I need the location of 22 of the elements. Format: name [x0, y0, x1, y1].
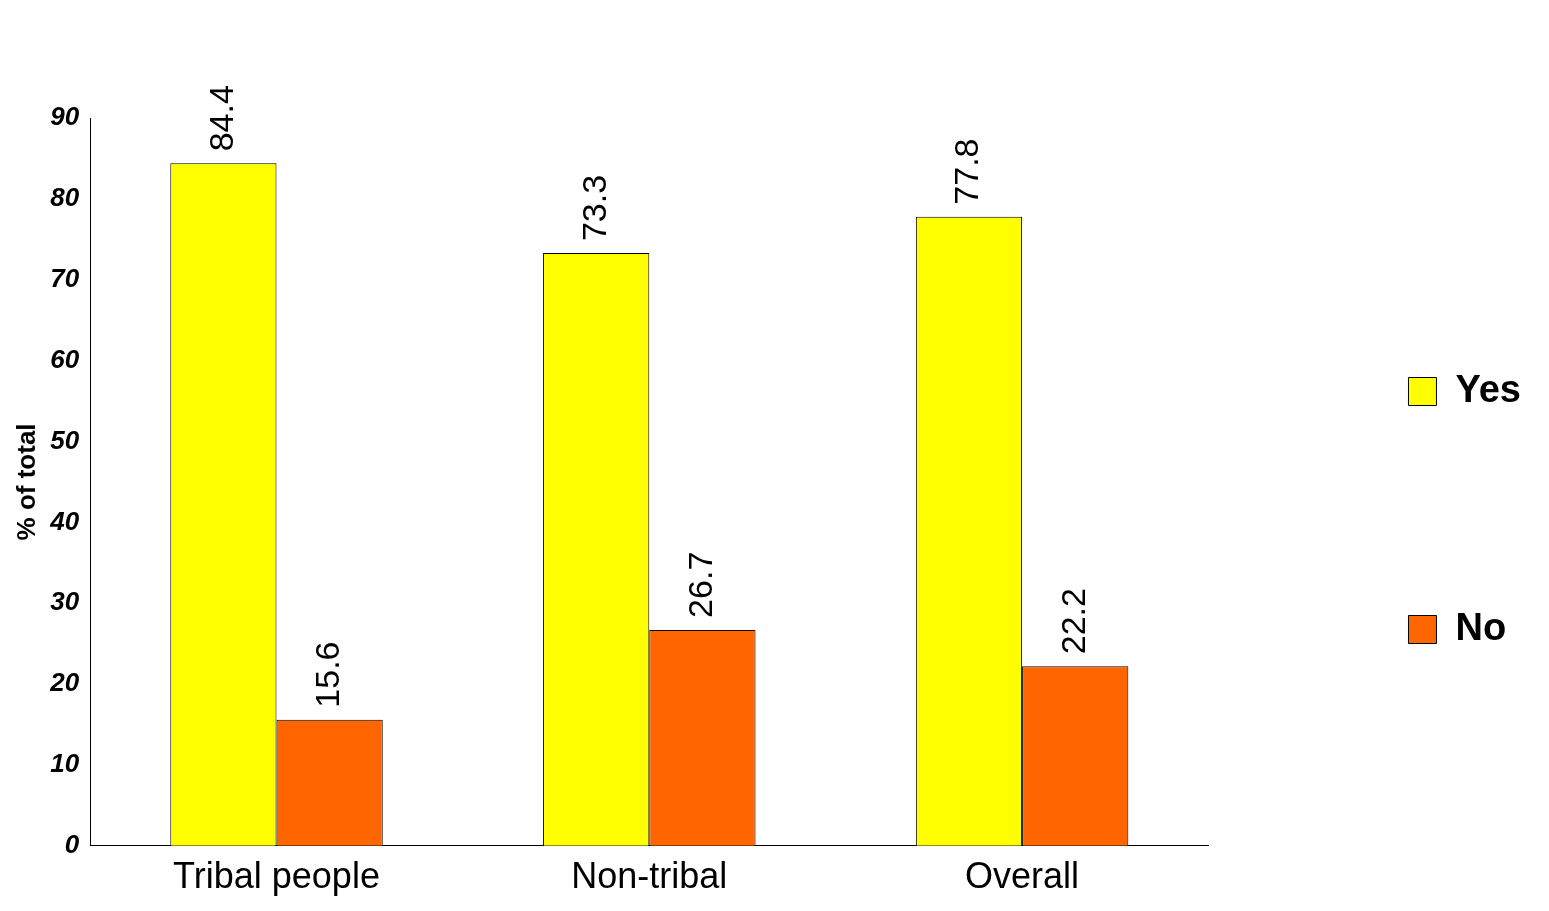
y-tick-label: 50: [50, 424, 80, 455]
y-tick-label: 70: [50, 262, 80, 293]
data-label: 22.2: [1053, 588, 1092, 655]
x-tick-label: Overall: [965, 855, 1080, 897]
x-tick-label: Tribal people: [173, 855, 380, 897]
y-tick-label: 80: [50, 182, 80, 213]
y-tick-label: 90: [50, 101, 80, 132]
y-tick-label: 30: [50, 586, 80, 617]
y-tick-label: 60: [50, 343, 80, 374]
y-axis-title: % of total: [10, 423, 41, 541]
data-label: 84.4: [201, 85, 240, 152]
data-label: 73.3: [574, 174, 613, 242]
y-tick-label: 0: [64, 828, 80, 859]
data-label: 26.7: [680, 551, 719, 618]
y-tick-label: 40: [49, 505, 80, 536]
data-label: 15.6: [308, 641, 347, 708]
y-tick-label: 20: [49, 667, 80, 698]
legend-label: Yes: [1455, 367, 1522, 410]
y-tick-label: 10: [50, 748, 80, 779]
legend-label: No: [1455, 605, 1507, 648]
data-label: 77.8: [947, 138, 986, 205]
x-tick-label: Non-tribal: [571, 855, 728, 897]
